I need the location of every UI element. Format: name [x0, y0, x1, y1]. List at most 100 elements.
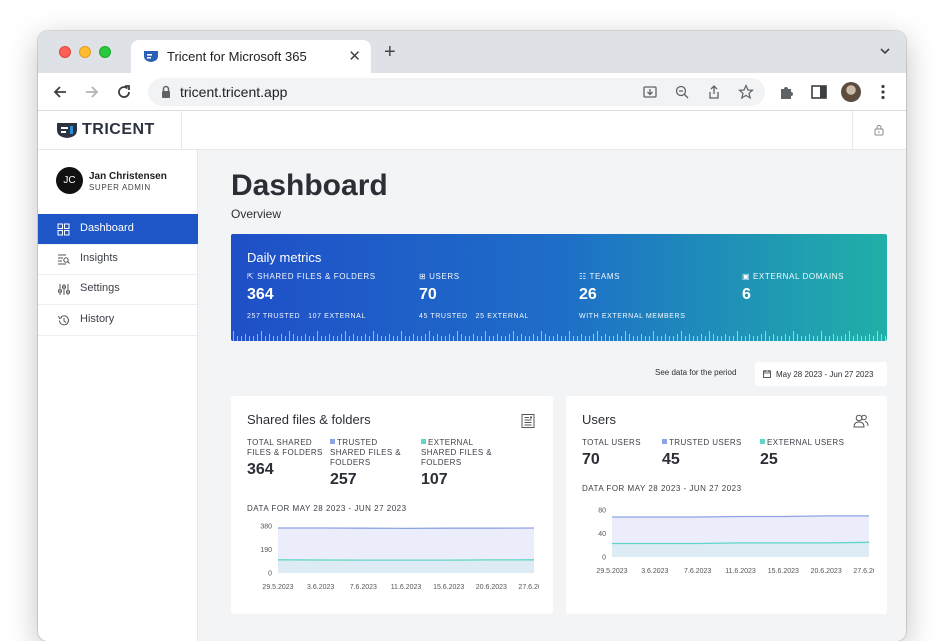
- tick-mark: [869, 334, 870, 341]
- tick-mark: [577, 336, 578, 341]
- tricent-favicon-icon: [143, 49, 159, 63]
- period-picker[interactable]: May 28 2023 - Jun 27 2023: [755, 362, 887, 386]
- x-tick-label: 7.6.2023: [684, 568, 711, 575]
- tick-mark: [785, 334, 786, 341]
- tab-close-icon[interactable]: ✕: [348, 47, 361, 65]
- tick-mark: [481, 336, 482, 341]
- metric-external: 25 EXTERNAL: [476, 313, 529, 320]
- tick-mark: [861, 336, 862, 341]
- tick-mark: [245, 334, 246, 341]
- close-window-button[interactable]: [59, 46, 71, 58]
- kpi-trusted-users: TRUSTED USERS 45: [662, 438, 754, 469]
- sidebar-item-history[interactable]: History: [38, 305, 197, 336]
- tick-mark: [389, 334, 390, 341]
- tick-mark: [769, 336, 770, 341]
- tick-mark: [877, 331, 878, 341]
- kpi-external-shared: EXTERNAL SHARED FILES & FOLDERS 107: [421, 438, 499, 489]
- tick-mark: [457, 331, 458, 341]
- tick-mark: [781, 336, 782, 341]
- tick-mark: [573, 336, 574, 341]
- tick-mark: [749, 334, 750, 341]
- tick-mark: [697, 336, 698, 341]
- tick-mark: [537, 336, 538, 341]
- lock-icon[interactable]: [158, 84, 174, 100]
- kpi-value: 364: [247, 461, 325, 479]
- tick-mark: [449, 334, 450, 341]
- tick-mark: [721, 336, 722, 341]
- bookmark-star-icon[interactable]: [738, 84, 754, 100]
- tick-mark: [273, 336, 274, 341]
- tick-mark: [393, 336, 394, 341]
- extensions-puzzle-icon[interactable]: [778, 83, 796, 101]
- tick-mark: [509, 334, 510, 341]
- tick-mark: [341, 334, 342, 341]
- tick-mark: [709, 331, 710, 341]
- kpi-label: TOTAL USERS: [582, 438, 660, 448]
- sidebar-item-settings[interactable]: Settings: [38, 274, 197, 305]
- domain-icon: ▣: [742, 272, 750, 281]
- more-menu-icon[interactable]: [874, 83, 892, 101]
- tick-mark: [293, 334, 294, 341]
- tick-mark: [353, 334, 354, 341]
- tick-mark: [841, 336, 842, 341]
- tab-strip: Tricent for Microsoft 365 ✕ +: [38, 31, 906, 73]
- metric-label: TEAMS: [589, 272, 620, 281]
- y-tick-label: 40: [598, 531, 606, 538]
- address-bar[interactable]: tricent.tricent.app: [148, 78, 765, 106]
- user-avatar[interactable]: JC: [56, 167, 83, 194]
- install-app-icon[interactable]: [642, 84, 658, 100]
- minimize-window-button[interactable]: [79, 46, 91, 58]
- x-tick-label: 27.6.2023: [518, 584, 539, 591]
- side-panel-icon[interactable]: [810, 83, 828, 101]
- zoom-out-icon[interactable]: [674, 84, 690, 100]
- tick-mark: [461, 334, 462, 341]
- tick-mark: [257, 334, 258, 341]
- data-for-label: DATA FOR MAY 28 2023 - JUN 27 2023: [247, 504, 407, 513]
- kpi-label: TOTAL SHARED FILES & FOLDERS: [247, 438, 325, 458]
- sidebar-item-dashboard[interactable]: Dashboard: [38, 214, 204, 245]
- tick-mark: [557, 334, 558, 341]
- tick-mark: [617, 334, 618, 341]
- kpi-external-users: EXTERNAL USERS 25: [760, 438, 860, 469]
- tick-mark: [741, 336, 742, 341]
- daily-metrics-banner: Daily metrics ⇱ SHARED FILES & FOLDERS 3…: [231, 234, 887, 341]
- share-icon: ⇱: [247, 272, 254, 281]
- browser-tab[interactable]: Tricent for Microsoft 365 ✕: [131, 40, 371, 73]
- tick-mark: [765, 331, 766, 341]
- tick-mark: [377, 334, 378, 341]
- tick-mark: [441, 336, 442, 341]
- tick-mark: [753, 336, 754, 341]
- x-tick-label: 15.6.2023: [433, 584, 464, 591]
- forward-arrow-icon[interactable]: [82, 82, 102, 102]
- tab-search-chevron-icon[interactable]: [880, 46, 890, 56]
- maximize-window-button[interactable]: [99, 46, 111, 58]
- tick-mark: [589, 336, 590, 341]
- tick-mark: [565, 336, 566, 341]
- period-label: See data for the period: [655, 368, 736, 377]
- tick-mark: [497, 334, 498, 341]
- reload-icon[interactable]: [114, 82, 134, 102]
- share-icon[interactable]: [706, 84, 722, 100]
- logo[interactable]: TRICENT: [38, 111, 182, 149]
- new-tab-button[interactable]: +: [384, 41, 396, 64]
- back-arrow-icon[interactable]: [50, 82, 70, 102]
- tick-mark: [633, 336, 634, 341]
- metric-external-domains: ▣ EXTERNAL DOMAINS 6: [742, 272, 844, 304]
- y-tick-label: 0: [268, 571, 272, 578]
- sidebar-item-insights[interactable]: Insights: [38, 244, 197, 275]
- tick-mark: [369, 336, 370, 341]
- tick-mark: [825, 336, 826, 341]
- x-tick-label: 29.5.2023: [262, 584, 293, 591]
- lock-button[interactable]: [852, 111, 906, 149]
- tick-mark: [237, 336, 238, 341]
- tick-mark: [301, 336, 302, 341]
- profile-avatar[interactable]: [841, 82, 861, 102]
- metric-trusted: 257 TRUSTED: [247, 313, 300, 320]
- tick-mark: [477, 336, 478, 341]
- tick-mark: [669, 336, 670, 341]
- document-icon: [520, 413, 536, 429]
- metric-external: 107 EXTERNAL: [308, 313, 366, 320]
- tick-mark: [885, 336, 886, 341]
- metric-shared-files: ⇱ SHARED FILES & FOLDERS 364 257 TRUSTED…: [247, 272, 376, 320]
- tick-mark: [405, 336, 406, 341]
